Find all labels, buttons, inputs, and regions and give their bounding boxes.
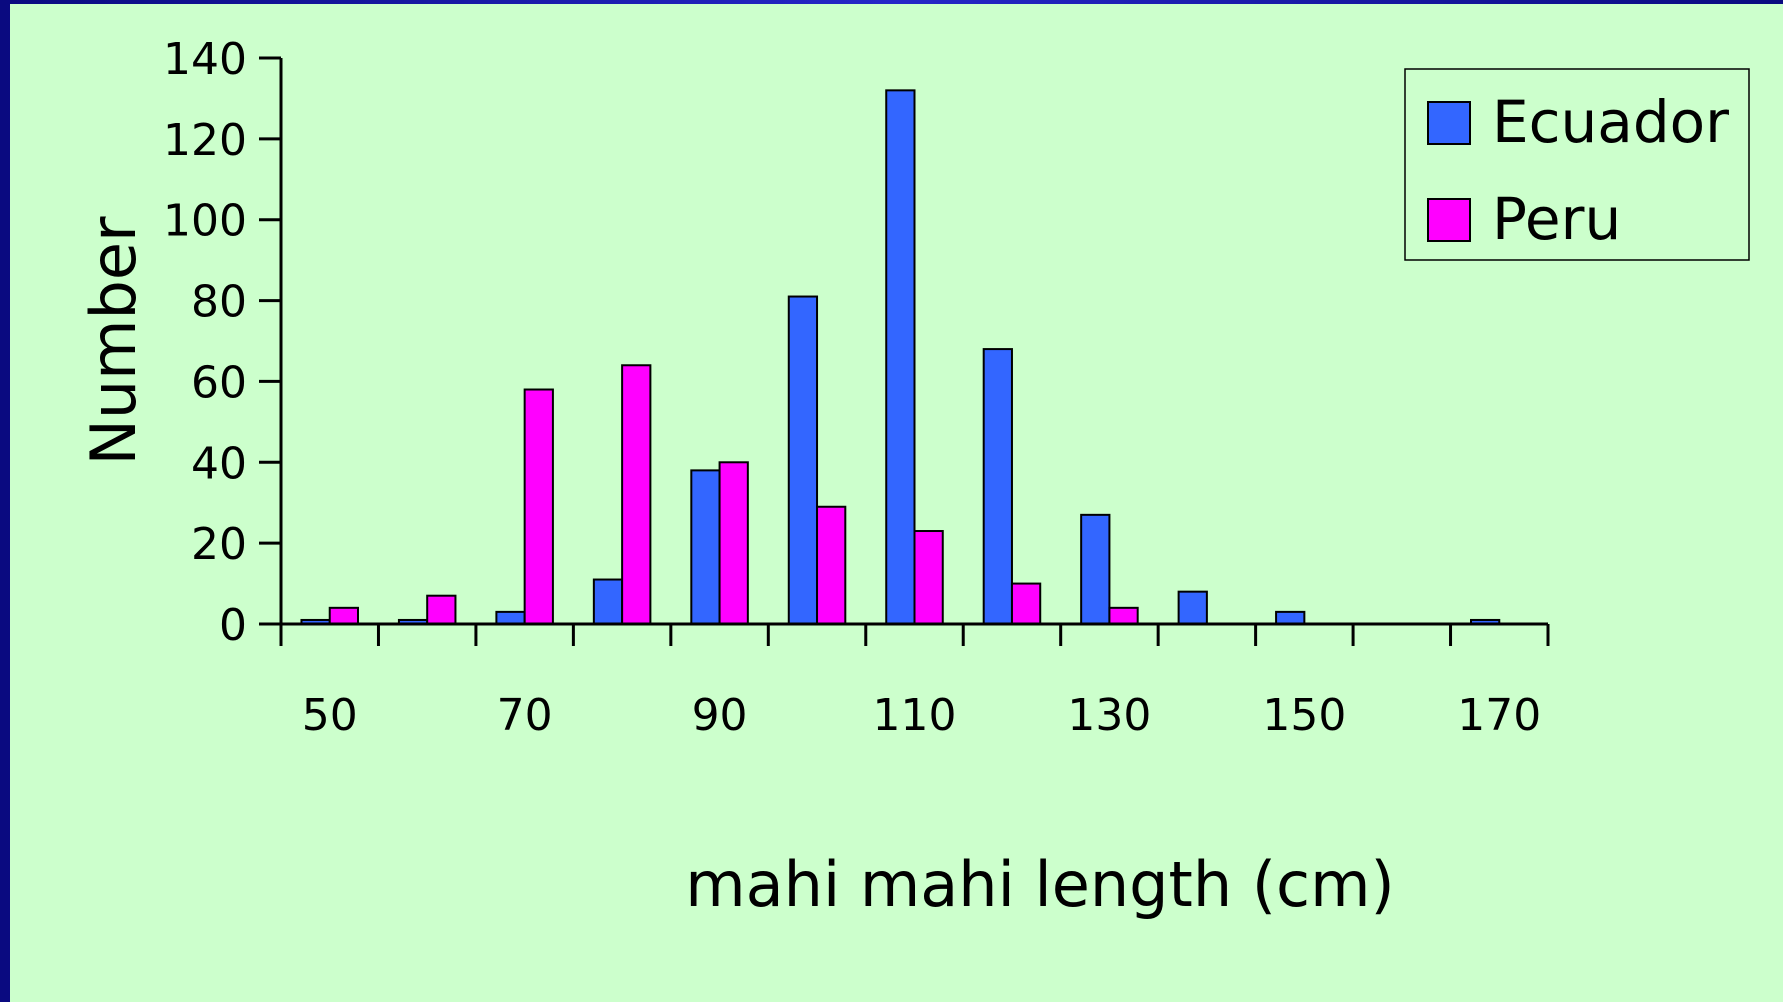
bar-peru-120 [1010, 582, 1042, 625]
x-tick-label: 110 [873, 690, 957, 741]
x-ticks-group: 50 70 90 110 130 150 170 [279, 624, 1550, 741]
y-tick-label: 40 [191, 438, 247, 489]
x-tick-label: 90 [692, 690, 748, 741]
bar-peru-80 [621, 364, 652, 625]
bar-ecuador-100 [787, 295, 819, 625]
legend-label-ecuador: Ecuador [1492, 88, 1729, 156]
bar-ecuador-130 [1080, 513, 1111, 626]
bar-peru-130 [1108, 606, 1139, 625]
bar-peru-90 [718, 461, 749, 625]
bar-ecuador-120 [982, 348, 1013, 625]
x-tick-label: 50 [302, 690, 358, 741]
y-tick-label: 0 [219, 600, 247, 651]
bar-peru-100 [816, 505, 847, 625]
y-ticks-group: 0 20 40 60 80 100 120 140 [163, 34, 281, 651]
bar-ecuador-140 [1177, 590, 1208, 626]
legend-swatch-peru [1427, 198, 1471, 242]
x-tick-label: 170 [1457, 690, 1541, 741]
bar-peru-50 [328, 606, 359, 625]
bar-peru-60 [426, 594, 457, 626]
x-tick-label: 150 [1262, 690, 1346, 741]
y-axis-title: Number [77, 216, 150, 466]
bar-peru-110 [913, 530, 944, 625]
bar-ecuador-80 [592, 578, 624, 625]
chart-panel: 0 20 40 60 80 100 120 140 50 70 90 110 130 150 170 Nu… [10, 4, 1783, 1002]
y-tick-label: 60 [191, 357, 247, 408]
y-tick-label: 100 [163, 196, 247, 247]
bar-ecuador-90 [690, 469, 721, 625]
legend-box [1404, 68, 1750, 261]
y-tick-label: 140 [163, 34, 247, 85]
y-tick-label: 20 [191, 519, 247, 570]
x-axis-title: mahi mahi length (cm) [685, 848, 1394, 921]
bar-chart: 0 20 40 60 80 100 120 140 50 70 90 110 130 150 170 Nu… [77, 34, 1750, 921]
legend-swatch-ecuador [1427, 101, 1471, 145]
legend-label-peru: Peru [1492, 185, 1621, 253]
y-tick-label: 80 [191, 277, 247, 328]
y-tick-label: 120 [163, 115, 247, 166]
bar-peru-70 [523, 388, 554, 625]
legend: Ecuador Peru [1404, 68, 1750, 261]
bar-ecuador-70 [495, 610, 526, 625]
x-tick-label: 130 [1067, 690, 1151, 741]
bars-group [300, 89, 1501, 626]
x-tick-label: 70 [497, 690, 553, 741]
bar-ecuador-150 [1275, 610, 1306, 625]
bar-ecuador-110 [885, 89, 916, 626]
